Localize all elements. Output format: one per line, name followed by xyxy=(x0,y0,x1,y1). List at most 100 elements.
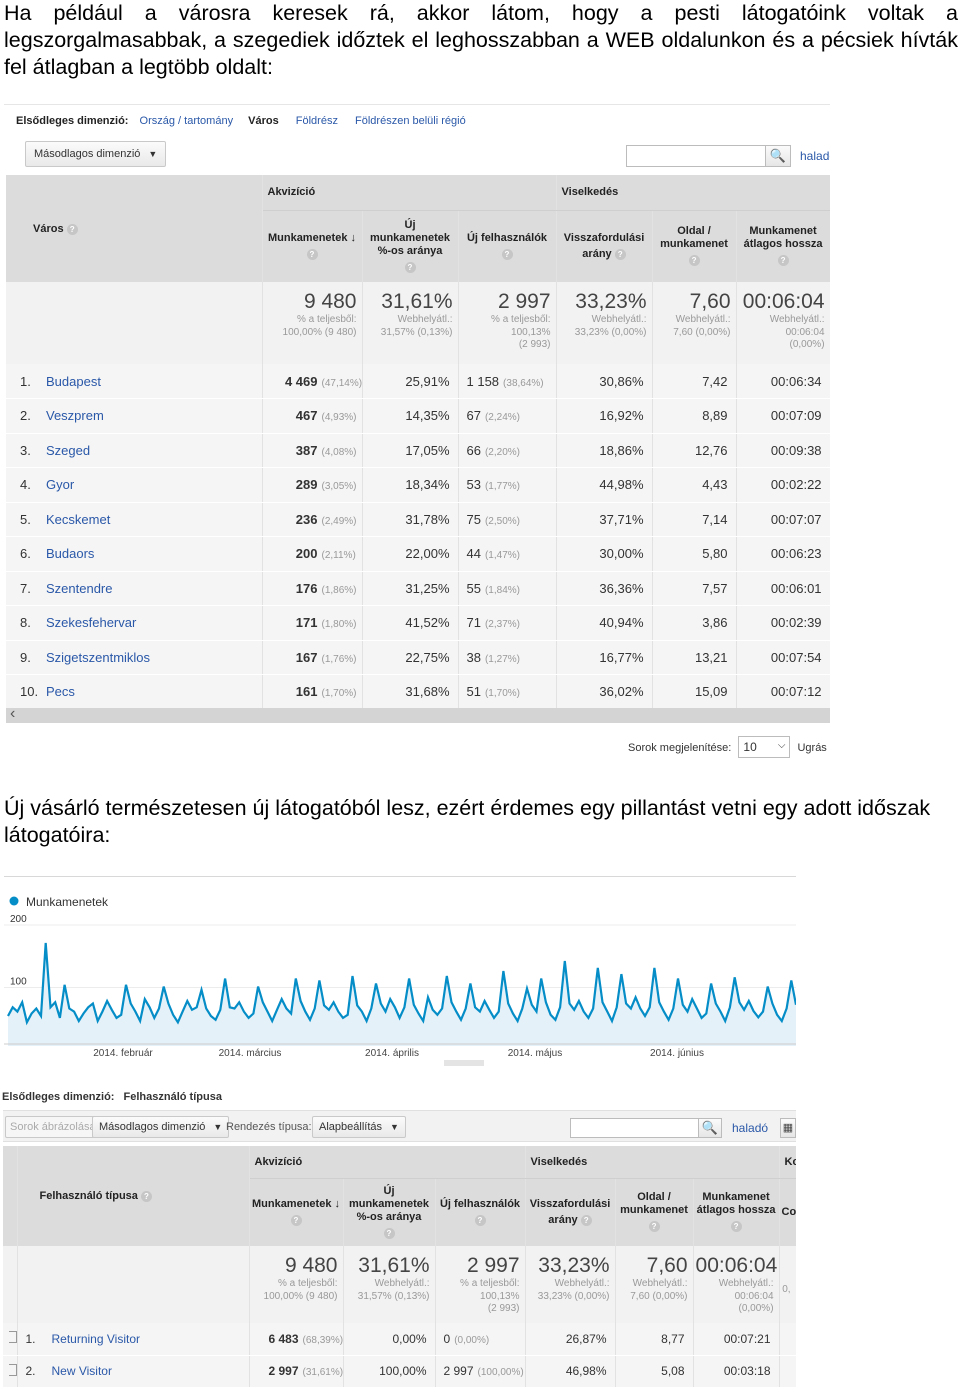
search-input[interactable] xyxy=(626,145,766,167)
dimension-link-country[interactable]: Ország / tartomány xyxy=(139,115,234,127)
dimension-link[interactable]: Veszprem xyxy=(46,408,104,424)
total-sub-label: % a teljesből: xyxy=(460,1278,520,1289)
sessions-column-header-2[interactable]: Munkamenetek ↓? xyxy=(249,1178,344,1246)
new-users-column-header[interactable]: Új felhasználók? xyxy=(458,210,557,282)
checkbox-icon[interactable] xyxy=(8,1363,17,1376)
total-cell: 33,23% Webhelyátl.: 33,23% (0,00%) xyxy=(525,1246,616,1323)
dimension-link[interactable]: Szeged xyxy=(46,442,91,458)
sessions-cell: 467 (4,93%) xyxy=(262,398,363,434)
search-button[interactable]: 🔍 xyxy=(765,145,791,167)
checkbox-icon[interactable] xyxy=(8,1331,17,1344)
dimension-link-city[interactable]: Város xyxy=(248,115,279,127)
new-users-pct: (1,27%) xyxy=(484,653,520,665)
total-value: 31,61% xyxy=(358,1254,430,1277)
sort-type-dropdown[interactable]: Alapbeállítás ▼ xyxy=(312,1116,406,1138)
search-button-2[interactable]: 🔍 xyxy=(698,1118,722,1138)
secondary-dimension-dropdown-2[interactable]: Másodlagos dimenzió ▼ xyxy=(92,1116,230,1138)
sessions-line-chart: Munkamenetek 200 100 2014. február 2014. m… xyxy=(4,876,796,1066)
dimension-link[interactable]: Szekesfehervar xyxy=(46,615,137,631)
row-checkbox[interactable] xyxy=(3,1323,18,1356)
chart-resize-handle[interactable] xyxy=(444,1060,484,1066)
new-sessions-pct-cell: 25,91% xyxy=(362,364,459,399)
bounce-rate-cell: 46,98% xyxy=(525,1355,616,1388)
totals-row-2: 9 480% a teljesből: 100,00% (9 480) 31,61%… xyxy=(3,1246,796,1323)
help-icon[interactable]: ? xyxy=(383,1227,395,1239)
dimension-link[interactable]: New Visitor xyxy=(51,1364,112,1378)
dimension-link[interactable]: Budaors xyxy=(46,546,95,562)
dimension-cell: 7. Szentendre xyxy=(6,571,263,606)
sessions-cell: 171 (1,80%) xyxy=(262,605,363,641)
help-icon[interactable]: ? xyxy=(688,255,700,267)
dimension-user-type[interactable]: Felhasználó típusa xyxy=(123,1091,222,1103)
total-sub-value: 100,13% xyxy=(480,1290,520,1302)
dimension-link[interactable]: Returning Visitor xyxy=(51,1331,141,1346)
bounce-rate-column-header[interactable]: Visszafordulási arány ? xyxy=(556,210,653,282)
conversions-cell xyxy=(779,1355,796,1388)
horizontal-scrollbar[interactable]: ‹ xyxy=(6,705,830,723)
new-users-pct: (1,84%) xyxy=(484,584,520,596)
dimension-link[interactable]: Pecs xyxy=(46,684,75,700)
help-icon[interactable]: ? xyxy=(290,1214,302,1226)
new-sessions-pct-column-header[interactable]: Új munkamenetek %-os aránya? xyxy=(362,210,459,282)
new-users-column-header-2[interactable]: Új felhasználók? xyxy=(435,1178,526,1246)
plot-rows-button[interactable]: Sorok ábrázolása xyxy=(5,1116,101,1138)
table-row: 2. New Visitor 2 997 (31,61%) 100,00% 2 997 (1… xyxy=(3,1355,796,1388)
dimension-link[interactable]: Szigetszentmiklos xyxy=(46,649,151,665)
dimension-link-subcontinent[interactable]: Földrészen belüli régió xyxy=(355,115,466,127)
y-tick-label: 100 xyxy=(10,977,27,988)
advanced-link-2[interactable]: haladó xyxy=(732,1121,769,1135)
bounce-rate-column-header-2[interactable]: Visszafordulási arány ? xyxy=(525,1178,616,1246)
new-users-cell: 67 (2,24%) xyxy=(458,398,557,434)
sessions-cell: 161 (1,70%) xyxy=(262,674,363,710)
grid-view-icon[interactable]: ▦ xyxy=(780,1118,796,1138)
table-row: 7. Szentendre 176 (1,86%) 31,25% 55 (1,84%) 36,… xyxy=(6,571,830,606)
new-sessions-header-label: Új munkamenetek %-os aránya xyxy=(369,218,451,257)
conversions-column-header[interactable]: Co xyxy=(779,1178,796,1246)
dimension-cell: 6. Budaors xyxy=(6,536,263,572)
total-cell: 2 997% a teljesből: 100,13% (2 993) xyxy=(435,1246,526,1323)
dimension-link[interactable]: Budapest xyxy=(46,373,101,389)
avg-duration-cell: 00:06:34 xyxy=(736,364,830,399)
dimension-link[interactable]: Kecskemet xyxy=(46,511,111,527)
help-icon[interactable]: ? xyxy=(404,261,416,273)
new-sessions-pct-cell: 18,34% xyxy=(362,467,459,503)
avg-duration-column-header-2[interactable]: Munkamenet átlagos hossza ? xyxy=(693,1178,780,1246)
help-icon[interactable]: ? xyxy=(501,248,513,260)
help-icon[interactable]: ? xyxy=(580,1214,592,1226)
new-sessions-pct-cell: 17,05% xyxy=(362,433,459,468)
help-icon[interactable]: ? xyxy=(777,255,789,267)
help-icon[interactable]: ? xyxy=(66,223,78,235)
primary-dimension-label-2: Elsődleges dimenzió: xyxy=(2,1091,115,1103)
pages-per-session-column-header[interactable]: Oldal / munkamenet? xyxy=(652,210,737,282)
help-icon[interactable]: ? xyxy=(648,1221,660,1233)
row-checkbox[interactable] xyxy=(3,1355,18,1388)
sessions-column-header[interactable]: Munkamenetek ↓? xyxy=(262,210,363,282)
help-icon[interactable]: ? xyxy=(140,1191,152,1202)
new-users-pct: (2,24%) xyxy=(484,412,520,424)
rows-shown-select[interactable]: 10 ⌵ xyxy=(738,736,791,758)
advanced-link[interactable]: haladó xyxy=(800,149,830,163)
user-type-column-header[interactable]: Felhasználó típusa ? xyxy=(17,1146,250,1246)
chevron-left-icon[interactable]: ‹ xyxy=(10,705,16,722)
total-cell: 9 480% a teljesből: 100,00% (9 480) xyxy=(262,282,363,364)
help-icon[interactable]: ? xyxy=(306,248,318,260)
bounce-rate-cell: 44,98% xyxy=(556,467,653,503)
city-column-header[interactable]: Város ? xyxy=(6,175,263,282)
new-users-cell: 66 (2,20%) xyxy=(458,433,557,468)
help-icon[interactable]: ? xyxy=(730,1221,742,1233)
secondary-dimension-dropdown[interactable]: Másodlagos dimenzió ▼ xyxy=(25,141,167,167)
dimension-link-continent[interactable]: Földrész xyxy=(295,115,338,127)
help-icon[interactable]: ? xyxy=(474,1214,486,1226)
dimension-link[interactable]: Szentendre xyxy=(46,580,113,596)
total-cell: 31,61% Webhelyátl.: 31,57% (0,13%) xyxy=(343,1246,436,1323)
dimension-link[interactable]: Gyor xyxy=(46,477,75,493)
pages-per-session-column-header-2[interactable]: Oldal / munkamenet? xyxy=(615,1178,694,1246)
help-icon[interactable]: ? xyxy=(614,248,626,260)
dimension-cell: 5. Kecskemet xyxy=(6,502,263,537)
search-input-2[interactable] xyxy=(570,1118,700,1138)
conversions-total-cell: 0, xyxy=(779,1246,796,1323)
total-cell: 33,23% Webhelyátl.: 33,23% (0,00%) xyxy=(556,282,653,364)
avg-duration-column-header[interactable]: Munkamenet átlagos hossza ? xyxy=(736,210,830,282)
total-sub-value: 7,60 (0,00%) xyxy=(630,1290,688,1302)
new-sessions-pct-column-header-2[interactable]: Új munkamenetek %-os aránya? xyxy=(343,1178,436,1246)
